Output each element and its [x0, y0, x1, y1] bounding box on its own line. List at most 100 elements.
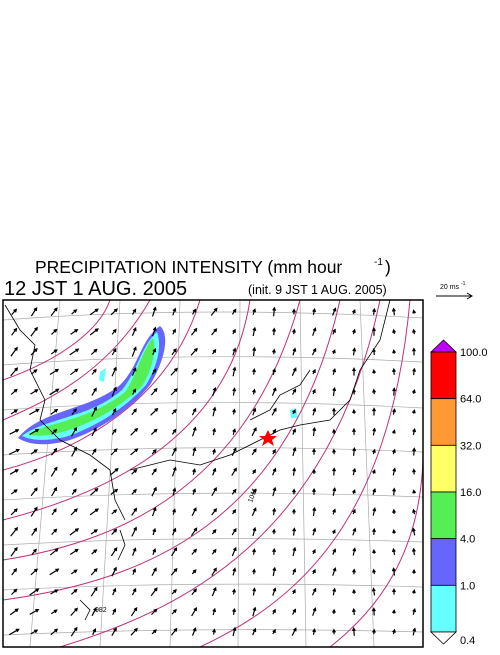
wind-vector — [192, 468, 197, 475]
wind-vector — [31, 369, 38, 375]
wind-vector — [29, 428, 40, 435]
wind-vector — [212, 348, 217, 355]
wind-vector — [9, 628, 20, 636]
wind-vector — [91, 406, 97, 417]
title-close: ) — [385, 257, 391, 277]
wind-vector — [31, 468, 38, 475]
wind-vector — [252, 346, 257, 357]
wind-vector — [70, 508, 78, 516]
wind-vector — [392, 467, 397, 476]
wind-vector — [50, 466, 58, 477]
wind-vector — [152, 548, 157, 555]
wind-vector — [332, 467, 337, 476]
wind-vector — [30, 326, 38, 337]
wind-vector — [171, 447, 177, 456]
wind-vector — [91, 549, 98, 555]
wind-vector — [71, 426, 78, 437]
wind-vector — [170, 567, 178, 576]
wind-vector — [412, 447, 417, 456]
colorbar-label: 16.0 — [460, 487, 481, 499]
wind-vector — [271, 407, 277, 416]
wind-vector — [412, 627, 417, 636]
wind-vector — [232, 347, 237, 356]
wind-vector — [170, 627, 178, 636]
wind-vector — [131, 587, 137, 596]
wind-vector — [110, 308, 118, 316]
colorbar-box — [430, 538, 457, 586]
wind-vector — [392, 408, 396, 415]
wind-vector — [212, 386, 217, 397]
wind-vector — [252, 407, 257, 416]
wind-vector — [372, 307, 377, 315]
wind-vector — [351, 607, 356, 615]
wind-vector — [172, 328, 176, 335]
wind-vector — [332, 587, 337, 596]
wind-vector — [111, 347, 117, 356]
wind-vector — [372, 488, 377, 495]
wind-vector — [371, 469, 376, 474]
wind-vector — [272, 448, 276, 455]
wind-vector — [352, 367, 356, 376]
wind-vector — [272, 348, 276, 355]
wind-vector — [272, 467, 277, 476]
wind-vector — [372, 568, 376, 575]
wind-vector — [130, 607, 138, 617]
wind-vector — [312, 327, 317, 336]
wind-vector — [312, 487, 316, 495]
wind-vector — [252, 526, 257, 537]
wind-vector — [352, 347, 357, 356]
wind-vector — [412, 347, 416, 356]
wind-vector — [191, 407, 197, 416]
colorbar-label: 64.0 — [460, 394, 481, 406]
wind-vector — [70, 607, 79, 616]
colorbar-box — [430, 398, 457, 446]
wind-vector — [312, 506, 317, 517]
wind-vector — [131, 327, 137, 337]
wind-vector — [352, 588, 356, 594]
wind-vector — [251, 507, 257, 517]
wind-vector — [392, 448, 396, 455]
wind-vector — [91, 427, 97, 437]
wind-vector — [371, 347, 376, 355]
wind-vector — [192, 488, 197, 495]
colorbar-box — [430, 491, 457, 540]
wind-vector — [392, 328, 396, 335]
wind-vector — [11, 568, 18, 576]
wind-vector — [352, 547, 357, 556]
wind-vector — [30, 568, 38, 576]
wind-vector — [151, 306, 157, 317]
wind-vector — [151, 368, 157, 375]
wind-vector — [392, 628, 396, 635]
wind-vector — [212, 448, 216, 455]
wind-vector — [412, 427, 417, 435]
wind-vector — [111, 328, 117, 335]
wind-vector — [332, 386, 337, 396]
wind-vector — [252, 368, 256, 375]
wind-vector — [332, 368, 337, 375]
wind-vector — [292, 568, 297, 575]
wind-vector — [70, 626, 78, 637]
wind-vector — [90, 567, 98, 576]
title-exponent: -1 — [374, 257, 383, 268]
wind-vector — [272, 547, 277, 555]
wind-vector — [50, 349, 58, 355]
wind-vector — [351, 626, 356, 636]
wind-vector — [51, 328, 58, 335]
wind-vector — [50, 307, 58, 317]
wind-vector — [191, 569, 197, 575]
wind-vector — [251, 427, 257, 437]
wind-vector — [312, 388, 316, 395]
wind-vector — [31, 527, 38, 536]
wind-vector — [131, 468, 138, 475]
wind-vector — [312, 407, 317, 416]
wind-vector — [30, 347, 38, 356]
wind-vector — [49, 548, 59, 556]
wind-vector — [372, 507, 377, 516]
wind-vector — [332, 407, 336, 416]
wind-vector — [111, 509, 118, 515]
wind-vector — [252, 606, 257, 617]
wind-vector — [352, 408, 357, 414]
wind-vector — [111, 386, 117, 397]
wind-vector — [312, 308, 317, 315]
wind-vector — [192, 446, 197, 457]
